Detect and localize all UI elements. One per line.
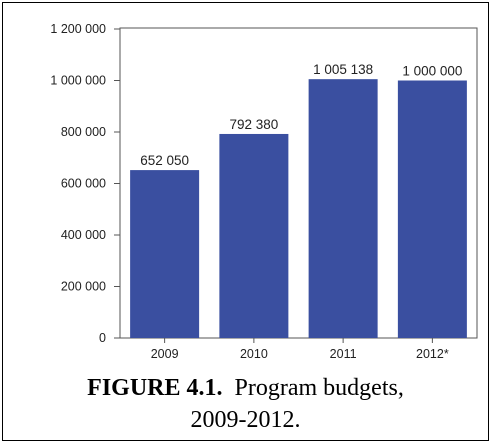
x-tick-label: 2009 — [151, 347, 179, 361]
caption-line-2: 2009-2012. — [190, 407, 301, 433]
caption-line-1: Program budgets, — [234, 375, 404, 401]
bar — [130, 170, 200, 338]
bar — [308, 79, 378, 338]
y-tick-label: 400 000 — [61, 228, 106, 242]
bar-value-label: 792 380 — [229, 117, 278, 132]
y-axis: 0 200 000 400 000 600 000 800 000 1 000 000 1 … — [50, 22, 120, 345]
bar — [397, 80, 467, 338]
x-axis: 2009 2010 2011 2012* — [151, 338, 449, 361]
figure-caption: FIGURE 4.1. Program budgets, 2009-2012. — [2, 372, 489, 436]
bar-value-label: 1 005 138 — [313, 62, 373, 77]
y-tick-label: 200 000 — [61, 280, 106, 294]
figure-frame — [2, 2, 489, 441]
bars: 652 050 792 380 1 005 138 1 000 000 — [130, 62, 467, 338]
bar-value-label: 652 050 — [140, 153, 189, 168]
y-tick-label: 1 000 000 — [50, 74, 106, 88]
bar — [219, 133, 289, 338]
caption-label: FIGURE 4.1. — [87, 375, 223, 401]
x-tick-label: 2011 — [330, 347, 357, 361]
x-tick-label: 2010 — [240, 347, 268, 361]
y-tick-label: 600 000 — [61, 177, 106, 191]
y-tick-label: 1 200 000 — [50, 22, 106, 36]
bar-chart: 0 200 000 400 000 600 000 800 000 1 000 000 1 … — [50, 22, 478, 361]
x-tick-label: 2012* — [416, 347, 449, 361]
bar-value-label: 1 000 000 — [402, 64, 462, 79]
y-tick-label: 800 000 — [61, 125, 106, 139]
y-tick-label: 0 — [99, 331, 106, 345]
